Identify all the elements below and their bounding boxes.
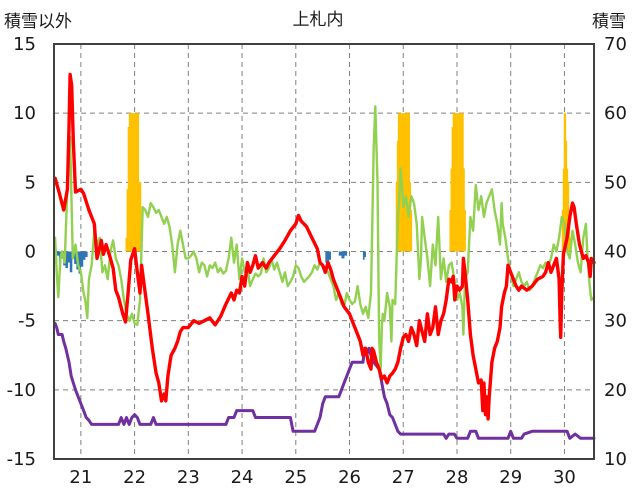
plot-frame (53, 43, 595, 460)
precipitation-bar (138, 182, 141, 252)
precipitation-bar (396, 140, 399, 252)
negative_bars-bar (78, 251, 82, 274)
negative_bars-bar (327, 251, 330, 266)
precipitation-bar (463, 168, 465, 252)
right-tick-label: 40 (604, 242, 627, 263)
negative_bars-bar (341, 251, 345, 259)
precipitation-bar (456, 113, 459, 252)
precipitation-bar (562, 168, 565, 252)
precipitation-bar (462, 113, 464, 252)
right-tick-label: 60 (604, 103, 627, 124)
right-tick-label: 10 (604, 449, 627, 470)
left-tick-label: -15 (7, 449, 36, 470)
precipitation-bar (449, 210, 451, 252)
negative_bars-bar (65, 251, 68, 269)
precipitation-bar (125, 237, 127, 252)
precipitation-bar (134, 113, 136, 252)
precipitation-bar (564, 113, 567, 252)
right-tick-label: 20 (604, 380, 627, 401)
precipitation-bar (460, 113, 462, 252)
negative_bars-bar (328, 251, 332, 260)
right-axis-label: 積雪 (592, 12, 626, 32)
precipitation-bar (409, 182, 412, 252)
negative_bars-bar (364, 251, 366, 258)
precipitation-bar (464, 210, 466, 252)
right-tick-label: 50 (604, 172, 627, 193)
precipitation-bar (408, 113, 411, 252)
negative_bars-bar (338, 251, 342, 256)
negative_bars-bar (56, 251, 60, 256)
x-tick-label: 30 (553, 467, 576, 488)
precipitation-bar (133, 113, 135, 252)
negative_bars-bar (74, 251, 77, 264)
x-tick-label: 22 (123, 467, 146, 488)
precipitation-bar (405, 113, 407, 252)
precipitation-bar (458, 113, 460, 252)
left-axis-label: 積雪以外 (4, 12, 72, 32)
green-series-line (53, 105, 596, 371)
x-tick-label: 26 (338, 467, 361, 488)
x-tick-label: 28 (446, 467, 469, 488)
precipitation-bar (132, 113, 134, 252)
precipitation-bar (451, 127, 453, 252)
red-series-line (53, 72, 596, 421)
precipitation-bar (450, 168, 452, 252)
precipitation-bar (455, 113, 458, 252)
right-tick-labels: 70 60 50 40 30 20 10 (604, 34, 627, 470)
precipitation-bar (403, 113, 405, 252)
x-tick-label: 24 (231, 467, 254, 488)
precipitation-bar (135, 113, 137, 252)
precipitation-bar (406, 113, 408, 252)
precipitation-bar (454, 113, 457, 252)
negative_bars-bar (325, 251, 328, 263)
precipitation-bar (127, 127, 130, 252)
precipitation-bar (126, 189, 128, 252)
left-tick-label: -10 (7, 380, 36, 401)
left-tick-label: 5 (25, 172, 36, 193)
negative_bars-bar (344, 251, 348, 256)
precipitation-bar (566, 168, 569, 252)
precipitation-bar (563, 113, 566, 252)
right-tick-label: 70 (604, 34, 627, 55)
precipitation-bar (410, 210, 413, 252)
left-tick-label: 10 (13, 103, 36, 124)
negative_bars-bar (362, 251, 365, 260)
left-tick-label: 15 (13, 34, 36, 55)
left-tick-labels: 15 10 5 0 -5 -10 -15 (7, 34, 36, 470)
x-tick-label: 25 (284, 467, 307, 488)
precipitation-bar (139, 182, 142, 252)
negative_bars-bar (80, 251, 84, 267)
precipitation-bar (397, 113, 400, 252)
precipitation-bar (407, 113, 409, 252)
precipitation-bar (561, 210, 564, 252)
precipitation-bar (395, 182, 398, 252)
precipitation-bar (129, 113, 132, 252)
negative_bars-bar (85, 251, 88, 258)
negative_bars-bar (82, 251, 86, 260)
right-tick-label: 30 (604, 311, 627, 332)
x-tick-labels: 21 22 23 24 25 26 27 28 29 30 (69, 467, 575, 488)
precipitation-bar (459, 113, 461, 252)
precipitation-bar (136, 113, 138, 252)
x-tick-label: 29 (499, 467, 522, 488)
x-tick-label: 23 (177, 467, 200, 488)
series-lines (53, 72, 596, 440)
x-tick-label: 21 (69, 467, 92, 488)
purple-series-line (53, 321, 596, 440)
precipitation-bar (452, 113, 455, 252)
precipitation-bar (453, 113, 456, 252)
negative_bars-bar (67, 251, 71, 263)
x-tick-label: 27 (392, 467, 415, 488)
left-tick-label: 0 (25, 242, 36, 263)
precipitation-bar (565, 140, 568, 252)
precipitation-bar (404, 113, 406, 252)
precipitation-bar (131, 113, 133, 252)
negative_bars-bar (69, 251, 73, 273)
precipitation-bar (128, 113, 131, 252)
chart-title: 上札内 (293, 10, 344, 30)
precipitation-bar (137, 113, 140, 252)
left-tick-label: -5 (18, 311, 36, 332)
precipitation-bar (461, 113, 463, 252)
